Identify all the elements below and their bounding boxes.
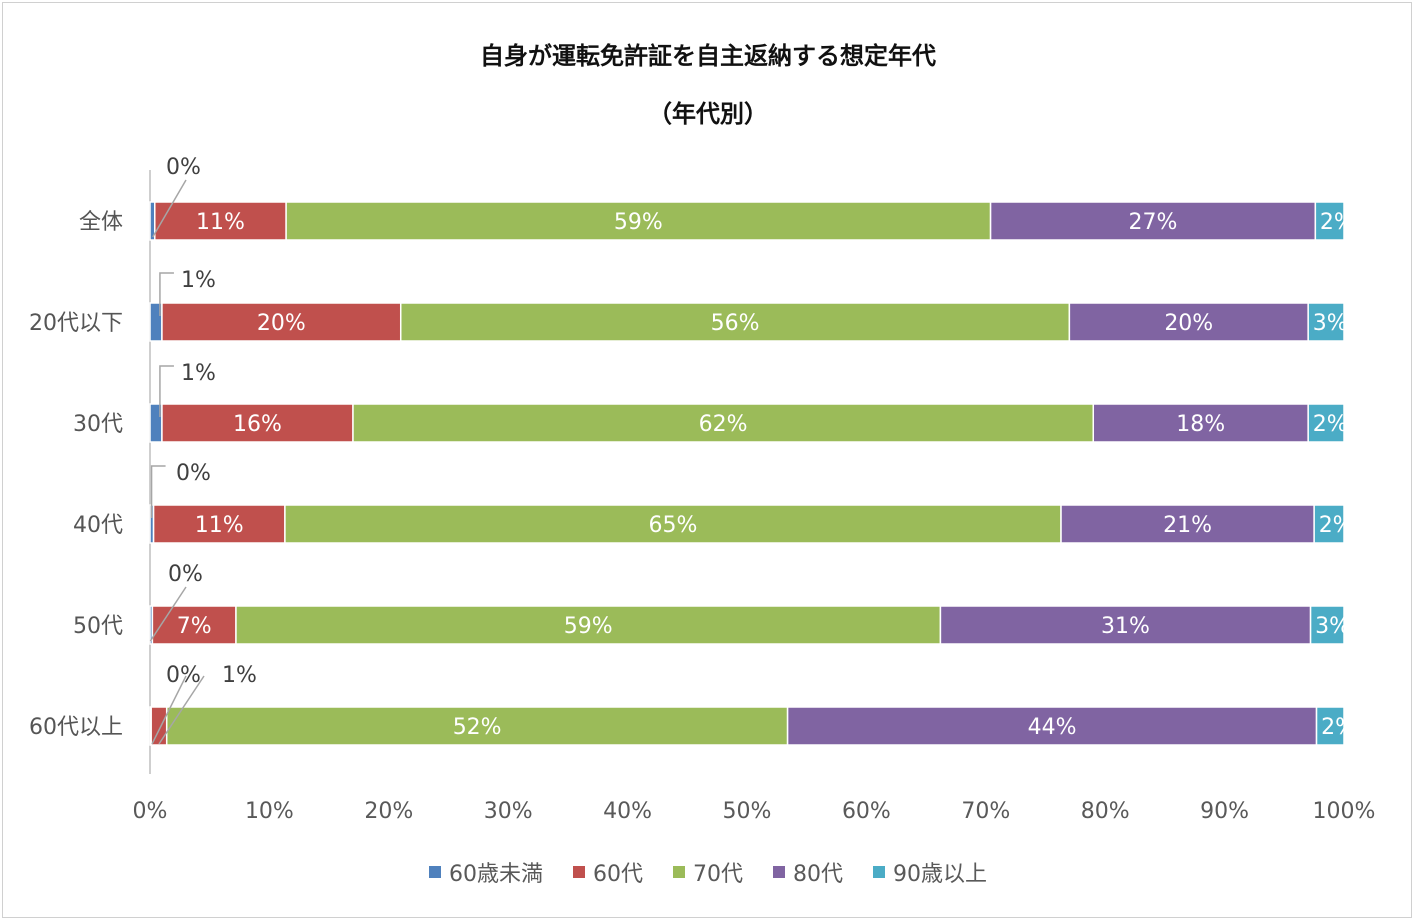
category-label: 50代 [73,614,123,639]
data-label: 59% [614,210,663,235]
bar-segment [352,403,1095,443]
chart-legend: 60歳未満 60代 70代 80代 90歳以上 [0,856,1416,888]
category-label: 60代以上 [29,715,123,740]
bar-segment [235,605,942,645]
callout-label: 0% [168,562,203,587]
category-label: 40代 [73,513,123,538]
data-label: 59% [564,614,613,639]
bar-segment [786,706,1318,746]
x-tick-label: 50% [723,799,772,824]
data-label: 3% [1315,614,1350,639]
data-label: 2% [1320,210,1355,235]
bar-segment [989,201,1317,241]
bar-segment [161,302,402,342]
legend-item: 90歳以上 [873,856,987,888]
data-label: 2% [1319,513,1354,538]
data-label: 3% [1313,311,1348,336]
x-tick-label: 10% [245,799,294,824]
legend-label: 70代 [693,862,743,887]
x-tick-label: 0% [133,799,168,824]
bar-segment [1307,403,1345,443]
callout-line [158,675,205,745]
bar-segment [1068,302,1309,342]
callout-line [150,465,166,518]
bar-segment [1315,706,1345,746]
bar-segment [284,504,1062,544]
callout-line [152,179,187,238]
bar-segment [1313,504,1345,544]
legend-swatch [429,866,441,878]
data-label: 16% [233,412,282,437]
data-label: 18% [1176,412,1225,437]
legend-label: 90歳以上 [893,862,987,887]
legend-item: 60歳未満 [429,856,543,888]
legend-item: 80代 [773,856,843,888]
callout-label: 0% [166,155,201,180]
callout-line [149,586,187,642]
chart-subtitle: （年代別） [648,100,768,128]
data-label: 56% [711,311,760,336]
data-label: 7% [177,614,212,639]
callout-label: 1% [222,663,257,688]
data-label: 27% [1129,210,1178,235]
category-label: 30代 [73,412,123,437]
legend-swatch [673,866,685,878]
bar-segment [1309,605,1345,645]
bar-segment [165,706,789,746]
bar-segment [939,605,1312,645]
bar-segment [285,201,992,241]
legend-item: 60代 [573,856,643,888]
callout-label: 0% [176,461,211,486]
data-label: 20% [1164,311,1213,336]
callout-label: 0% [166,663,201,688]
x-tick-label: 80% [1081,799,1130,824]
data-label: 62% [699,412,748,437]
legend-swatch [873,866,885,878]
data-label: 11% [195,513,244,538]
x-tick-label: 70% [961,799,1010,824]
legend-label: 80代 [793,862,843,887]
bar-segment [1307,302,1345,342]
data-label: 11% [196,210,245,235]
bar-segment [161,403,354,443]
callout-line [151,675,187,745]
legend-label: 60歳未満 [449,862,543,887]
data-label: 21% [1163,513,1212,538]
bar-segment [151,605,237,645]
data-label: 2% [1313,412,1348,437]
bar-segment [1314,201,1345,241]
category-label: 全体 [79,210,123,235]
bar-segment [152,504,286,544]
x-tick-label: 60% [842,799,891,824]
data-label: 2% [1321,715,1356,740]
data-label: 52% [453,715,502,740]
callout-label: 1% [181,361,216,386]
callout-line [159,365,174,417]
chart-title: 自身が運転免許証を自主返納する想定年代 [480,42,936,70]
bar-segment [399,302,1071,342]
data-label: 20% [257,311,306,336]
x-tick-label: 100% [1313,799,1376,824]
legend-label: 60代 [593,862,643,887]
data-label: 31% [1101,614,1150,639]
callout-label: 1% [181,268,216,293]
x-tick-label: 90% [1200,799,1249,824]
legend-swatch [573,866,585,878]
data-label: 44% [1028,715,1077,740]
x-tick-label: 40% [603,799,652,824]
callout-line [159,272,174,316]
bar-segment [1060,504,1315,544]
x-tick-label: 20% [364,799,413,824]
data-label: 65% [649,513,698,538]
x-tick-label: 30% [484,799,533,824]
legend-item: 70代 [673,856,743,888]
category-label: 20代以下 [29,311,123,336]
legend-swatch [773,866,785,878]
